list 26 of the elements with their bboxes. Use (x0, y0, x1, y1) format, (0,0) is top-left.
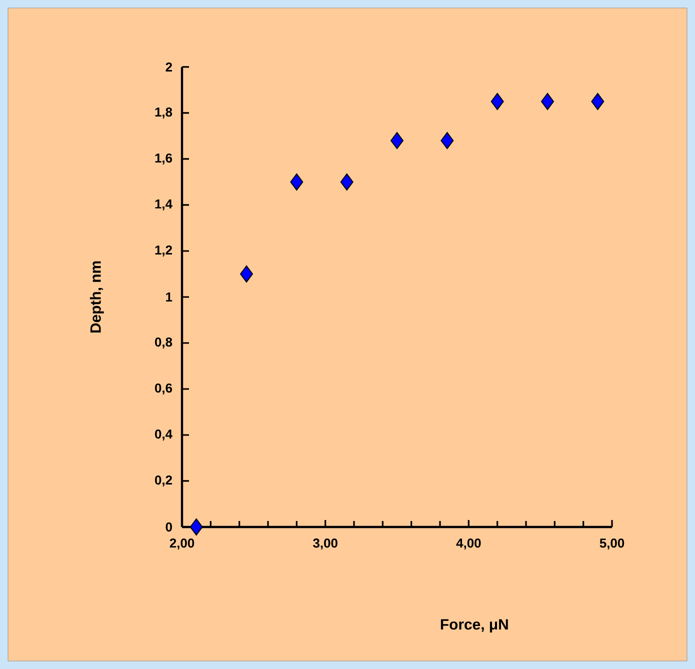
point (190, 518, 203, 536)
point (591, 92, 604, 110)
point (541, 92, 554, 110)
x-tick-label: 3,00 (313, 538, 338, 550)
x-tick-label: 4,00 (456, 538, 481, 550)
point (290, 173, 304, 190)
y-tick-label: 0 (166, 522, 172, 532)
y-tick-label: 0,8 (155, 337, 172, 349)
x-axis-title: Force, μN (440, 619, 508, 633)
y-tick-label: 1,8 (155, 107, 172, 119)
y-tick-label: 1 (166, 292, 172, 302)
y-axis-title: Depth, nm (90, 261, 104, 333)
point (390, 132, 404, 150)
point (490, 92, 504, 110)
y-tick-label: 0,2 (155, 475, 172, 487)
y-tick-label: 1,6 (155, 153, 172, 165)
point (440, 132, 454, 150)
point (240, 265, 254, 282)
y-tick-label: 1,2 (155, 245, 172, 257)
y-tick-label: 1,4 (155, 200, 172, 210)
y-tick-label: 2 (166, 62, 172, 72)
x-tick-label: 5,00 (600, 538, 624, 550)
y-tick-label: 0,4 (155, 429, 172, 441)
point (340, 173, 354, 190)
x-tick-label: 2,00 (170, 538, 194, 550)
y-tick-label: 0,6 (155, 383, 172, 395)
